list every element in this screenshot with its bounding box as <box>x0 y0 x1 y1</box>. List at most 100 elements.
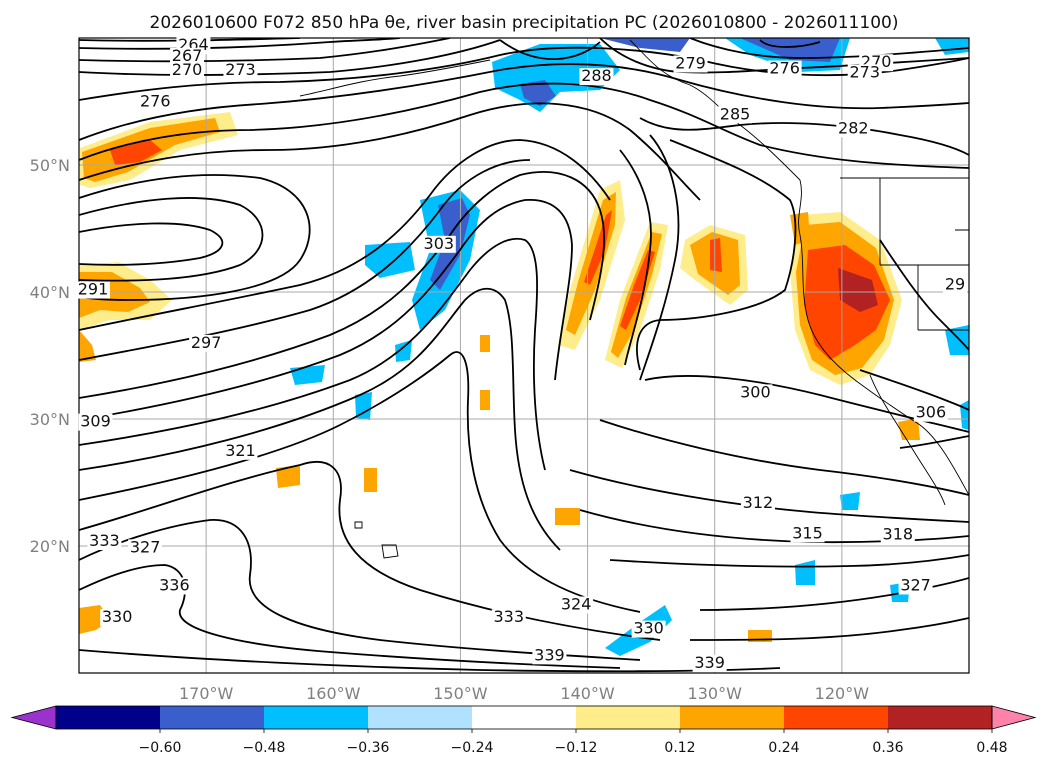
contour-label-bg <box>223 61 258 79</box>
contour-label: 333 <box>89 531 120 550</box>
contour-label-bg <box>579 68 614 86</box>
colorbar-segment <box>888 706 993 729</box>
contour-label: 336 <box>159 575 190 594</box>
contour-label: 282 <box>838 118 869 137</box>
contour-label: 309 <box>80 412 111 431</box>
shade-streak-b-max <box>620 250 655 330</box>
contour-label-bg <box>631 620 666 638</box>
lon-tick-label: 120°W <box>815 684 870 703</box>
colorbar-tick-label: −0.36 <box>347 740 390 756</box>
colorbar-segment <box>160 706 265 729</box>
colorbar-tick-label: 0.12 <box>664 740 695 756</box>
lat-tick-label: 50°N <box>30 156 70 175</box>
contour-line <box>79 63 969 141</box>
colorbar-segment <box>56 706 161 729</box>
contour-line <box>79 46 969 101</box>
colorbar-tick-label: 0.24 <box>768 740 799 756</box>
contour-label-bg <box>767 60 802 78</box>
shade-streak-a-max <box>584 210 612 285</box>
longitude-axis: 170°W 160°W 150°W 140°W 130°W 120°W <box>179 684 869 703</box>
colorbar-extend-low <box>10 705 57 730</box>
contour-line <box>619 149 652 366</box>
lon-tick-label: 140°W <box>560 684 615 703</box>
us-west-coast <box>798 179 969 496</box>
contour-label: 327 <box>130 537 161 556</box>
shade-east-blue-a <box>945 325 969 355</box>
colorbar-segment <box>472 706 577 729</box>
map-frame <box>78 37 970 674</box>
colorbar-tick-label: 0.48 <box>976 740 1007 756</box>
contour-label-bg <box>189 334 224 352</box>
colorbar-tick-label: −0.12 <box>555 740 598 756</box>
contour-label-bg <box>847 64 882 82</box>
contour-label-bg <box>170 61 205 79</box>
contour-label: 267 <box>172 46 203 65</box>
contour-line <box>79 649 781 673</box>
contour-label: 333 <box>493 607 524 626</box>
contour-line <box>79 174 311 301</box>
contour-label-bg <box>128 539 163 557</box>
shade-pos-c-max <box>710 238 722 272</box>
contour-line <box>79 139 611 331</box>
shade-small-orange-c <box>364 468 377 492</box>
contour-label-bg <box>880 526 915 544</box>
contour-label: 321 <box>225 441 256 460</box>
contour-label-bg <box>898 577 933 595</box>
contour-label-bg <box>157 577 192 595</box>
contour-label: 330 <box>633 619 664 638</box>
colorbar-frame <box>55 705 993 730</box>
contour-label: 297 <box>191 333 222 352</box>
shade-se-blue-c <box>840 492 860 510</box>
contour-label-bg <box>78 413 113 431</box>
contour-label: 318 <box>883 525 914 544</box>
contour-label-bg <box>790 525 825 543</box>
contour-line <box>79 519 641 661</box>
contour-line <box>899 435 969 449</box>
contour-label: 291 <box>78 280 109 299</box>
contour-label: 315 <box>792 523 823 542</box>
contour-label: 312 <box>743 493 774 512</box>
shade-blue-small-a <box>365 242 415 278</box>
colorbar-segment <box>680 706 785 729</box>
hawaii-islands <box>354 521 399 559</box>
contour-label-bg <box>836 120 871 138</box>
contour-label: 327 <box>900 575 931 594</box>
contour-label-bg <box>87 533 122 550</box>
colorbar-segment <box>784 706 889 729</box>
contour-label: 273 <box>849 62 880 81</box>
contour-line <box>79 237 546 471</box>
coastlines <box>299 39 969 559</box>
contour-label: 339 <box>534 645 565 664</box>
contour-label-bg <box>76 281 110 299</box>
contour-label-bg <box>718 106 753 124</box>
contour-label: 29 <box>945 274 965 293</box>
shade-west-max <box>110 140 162 165</box>
contour-label: 330 <box>102 607 133 626</box>
colorbar-tick-label: −0.60 <box>139 740 182 756</box>
shade-west-coast-max <box>838 268 878 312</box>
contour-line <box>79 199 573 421</box>
contour-label: 339 <box>694 653 725 672</box>
contour-line <box>79 159 531 361</box>
theta-e-contours <box>79 38 969 673</box>
shade-north-blue-core <box>520 80 556 106</box>
contour-line <box>879 239 969 351</box>
lat-tick-label: 40°N <box>30 283 70 302</box>
contour-line <box>79 102 701 201</box>
shade-nw-top-blue <box>600 38 690 52</box>
contour-label-bg <box>100 609 135 627</box>
colorbar-tick-label: −0.24 <box>451 740 494 756</box>
contour-label-bg <box>491 609 526 627</box>
latitude-axis: 50°N 40°N 30°N 20°N <box>30 156 70 556</box>
shade-blue-small-d <box>395 340 412 362</box>
lon-tick-label: 150°W <box>433 684 488 703</box>
contour-line <box>79 287 561 551</box>
contour-line <box>639 117 969 156</box>
map-area <box>79 38 969 673</box>
contour-label: 300 <box>740 382 771 401</box>
alaska-coast <box>299 39 801 181</box>
contour-line <box>636 139 797 371</box>
contour-line <box>79 171 606 399</box>
